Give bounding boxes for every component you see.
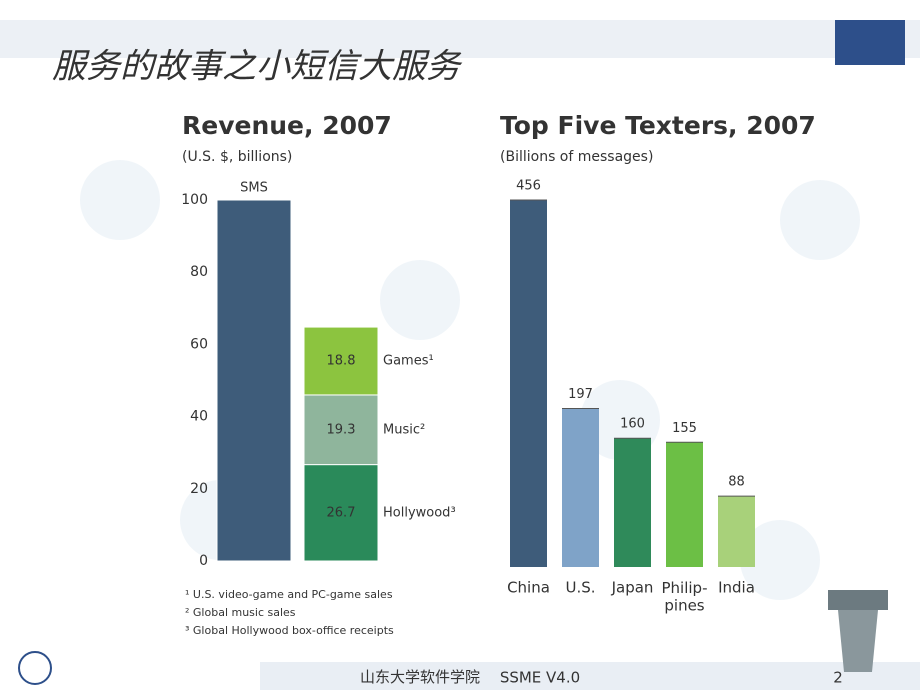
bar-segment xyxy=(303,464,379,562)
bar xyxy=(510,200,547,567)
legend-label: Music² xyxy=(383,422,425,437)
chart-title: Revenue, 2007 xyxy=(182,111,392,140)
y-tick-label: 40 xyxy=(190,409,208,425)
footer-text: 山东大学软件学院 xyxy=(360,668,480,686)
x-category-label: Japan xyxy=(611,579,654,597)
footnote: ³ Global Hollywood box-office receipts xyxy=(185,624,394,637)
footer-logo-area xyxy=(0,662,260,690)
segment-value-label: 26.7 xyxy=(327,505,356,520)
university-logo xyxy=(18,651,52,685)
bar-segment xyxy=(303,326,379,396)
bar-segment xyxy=(303,394,379,466)
slide-title: 服务的故事之小短信大服务 xyxy=(52,47,463,87)
x-category-label: China xyxy=(507,579,550,597)
bar xyxy=(562,408,599,567)
segment-value-label: 18.8 xyxy=(327,354,356,369)
y-tick-label: 60 xyxy=(190,336,208,352)
x-category-label: Philip-pines xyxy=(662,579,708,614)
y-tick-label: 100 xyxy=(181,192,208,208)
bar xyxy=(718,496,755,567)
chart-subtitle: (Billions of messages) xyxy=(500,149,653,165)
header-band xyxy=(0,20,920,58)
value-label: 88 xyxy=(728,475,745,490)
legend-label: Games¹ xyxy=(383,354,434,369)
footer-version: SSME V4.0 xyxy=(500,669,580,687)
bar xyxy=(666,442,703,567)
value-label: 155 xyxy=(672,421,697,436)
x-category-label: India xyxy=(718,579,755,597)
y-tick-label: 80 xyxy=(190,264,208,280)
value-label: 456 xyxy=(516,179,541,194)
x-category-label: SMS xyxy=(240,181,268,196)
segment-value-label: 19.3 xyxy=(327,422,356,437)
chart-subtitle: (U.S. $, billions) xyxy=(182,149,292,165)
header-logo xyxy=(835,20,905,65)
value-label: 160 xyxy=(620,417,645,432)
y-tick-label: 20 xyxy=(190,481,208,497)
footnote: ² Global music sales xyxy=(185,606,296,619)
page-number: 2 xyxy=(833,669,843,687)
y-tick-label: 0 xyxy=(199,553,208,569)
legend-label: Hollywood³ xyxy=(383,505,456,520)
chart-title: Top Five Texters, 2007 xyxy=(500,111,816,140)
x-category-label: U.S. xyxy=(565,579,595,597)
value-label: 197 xyxy=(568,387,593,402)
footnote: ¹ U.S. video-game and PC-game sales xyxy=(185,588,393,601)
bar xyxy=(614,438,651,567)
podium xyxy=(828,590,888,672)
bar-segment xyxy=(216,199,292,562)
